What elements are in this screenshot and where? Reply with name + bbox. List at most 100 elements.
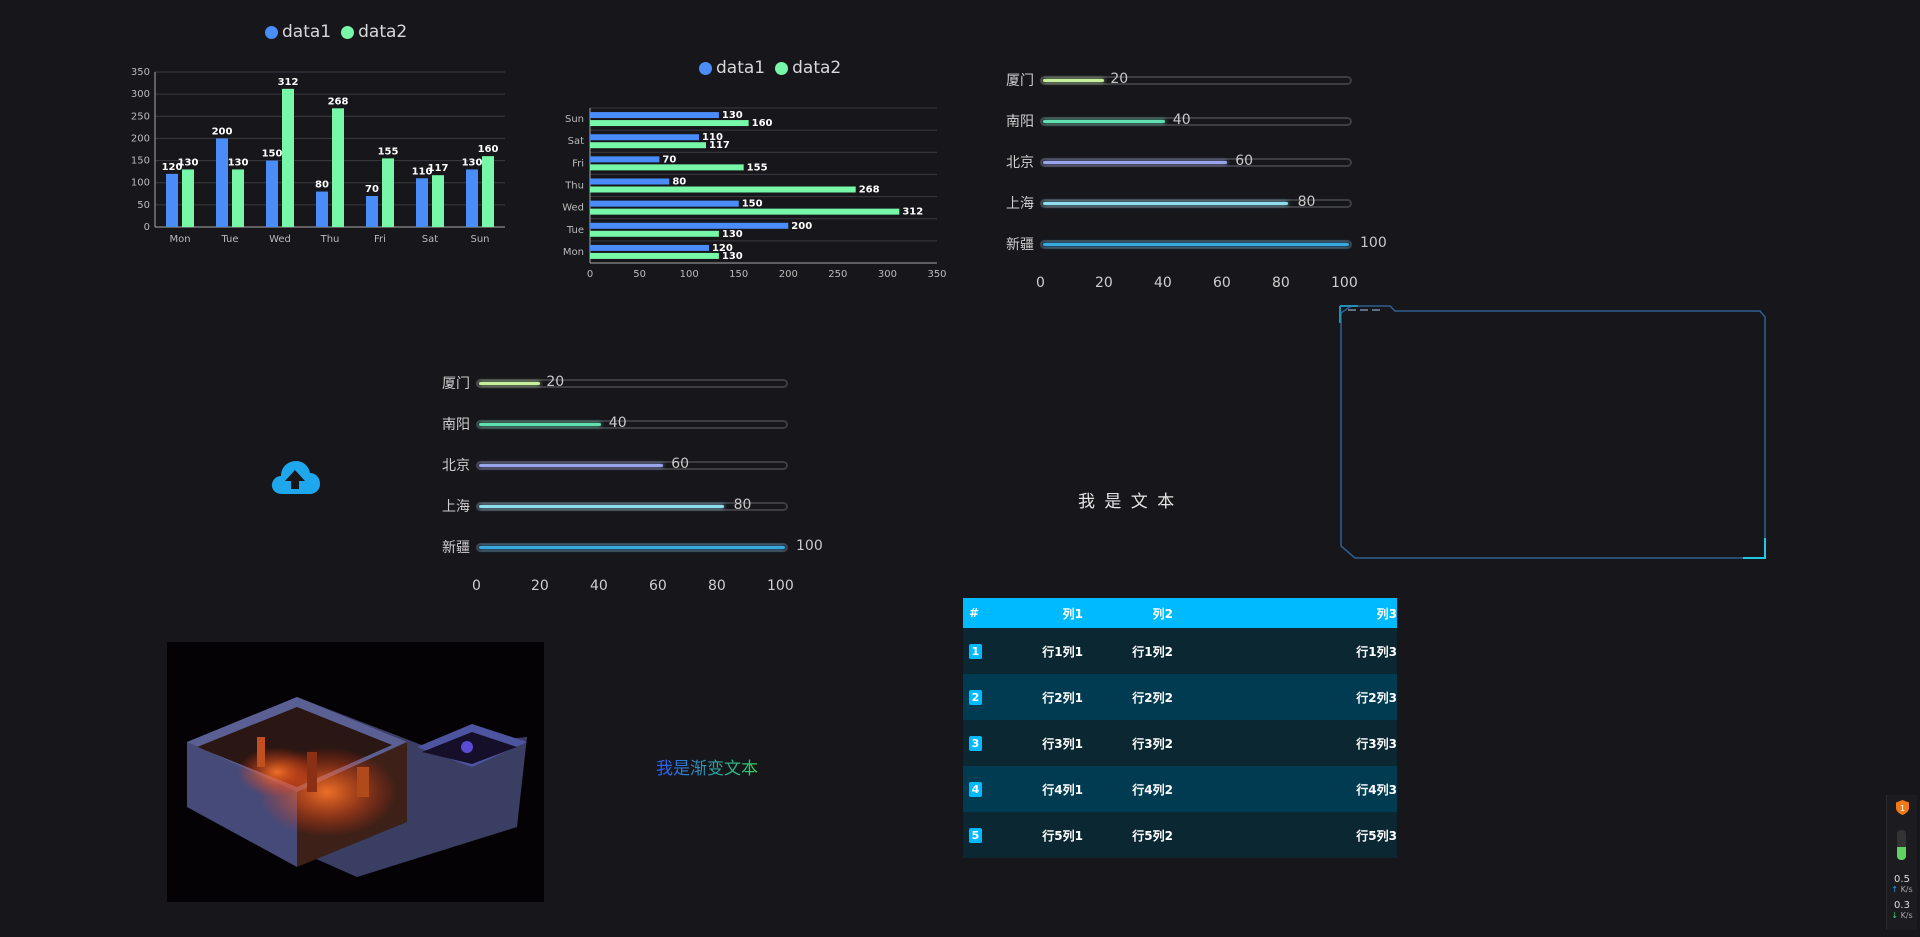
row-index-badge: 2	[969, 689, 982, 705]
bar-value-label: 160	[478, 144, 499, 155]
bar-value-label: 155	[747, 162, 768, 173]
progress-row: 北京 60	[996, 152, 1352, 172]
bar-value-label: 110	[702, 132, 723, 143]
bar-data2-Thu	[590, 186, 856, 193]
progress-fill	[1043, 160, 1227, 164]
x-tick-label: 150	[729, 269, 748, 280]
bar-value-label: 117	[428, 163, 449, 174]
table-cell: 行4列2	[1132, 782, 1173, 797]
progress-row: 新疆 100	[996, 234, 1387, 254]
table-cell: 行3列2	[1132, 736, 1173, 751]
bar-data1-Fri	[366, 196, 378, 227]
y-tick-label: 350	[131, 67, 150, 78]
x-tick-label: Mon	[169, 234, 190, 245]
upload-speed-value: 0.5	[1894, 874, 1910, 885]
bar-data1-Thu	[316, 191, 328, 227]
x-tick-label: Sun	[470, 234, 489, 245]
progress-city-label: 南阳	[1006, 114, 1034, 130]
legend-item-data2[interactable]: data2	[775, 58, 841, 78]
table-cell: 行3列1	[1042, 736, 1083, 751]
legend-item-data1[interactable]: data1	[265, 22, 331, 42]
table-row[interactable]: 1 行1列1 行1列2 行1列3	[963, 628, 1397, 674]
x-tick-label: 200	[779, 269, 798, 280]
progress-value: 100	[1360, 235, 1387, 251]
y-tick-label: 150	[131, 156, 150, 167]
progress-axis-label: 40	[590, 578, 608, 594]
legend-label: data2	[792, 58, 842, 78]
progress-fill	[1043, 242, 1349, 246]
table-cell: 行2列1	[1042, 690, 1083, 705]
city-progress-middle: 厦门 20 南阳 40 北京 60 上海 80 新疆 100 0 20 40 60 80 100	[432, 373, 852, 603]
table-row[interactable]: 5 行5列1 行5列2 行5列3	[963, 812, 1397, 858]
progress-city-label: 新疆	[442, 540, 470, 556]
bar-data2-Wed	[590, 208, 900, 215]
bar-data1-Sun	[466, 169, 478, 227]
progress-fill	[479, 504, 724, 508]
progress-city-label: 厦门	[1006, 73, 1034, 89]
bar-value-label: 130	[722, 229, 743, 240]
progress-axis-label: 80	[1272, 275, 1290, 291]
bar-data2-Sat	[590, 142, 706, 149]
header-index: #	[969, 606, 980, 620]
table-cell: 行3列3	[1356, 736, 1397, 751]
legend-item-data1[interactable]: data1	[699, 58, 765, 78]
progress-value: 100	[796, 538, 823, 554]
city-progress-top: 厦门 20 南阳 40 北京 60 上海 80 新疆 100 0 20 40 60 80 100	[996, 70, 1416, 300]
upload-speed: 0.5 ↑ K/s	[1887, 875, 1917, 895]
progress-track	[1040, 198, 1352, 208]
bar-value-label: 130	[722, 251, 743, 262]
bar-value-label: 70	[365, 184, 379, 195]
progress-axis-label: 40	[1154, 275, 1172, 291]
progress-track	[1040, 157, 1352, 167]
bar-data2-Sun	[590, 120, 749, 127]
progress-fill	[479, 422, 602, 426]
y-tick-label: Mon	[563, 247, 584, 258]
cloud-upload-icon[interactable]	[268, 456, 322, 498]
bar-value-label: 312	[278, 77, 299, 88]
x-tick-label: 250	[828, 269, 847, 280]
bar-data2-Mon	[590, 252, 719, 259]
progress-row: 厦门 20	[996, 70, 1352, 90]
progress-axis-label: 100	[1331, 275, 1358, 291]
bar-data2-Sat	[432, 175, 444, 227]
table-cell: 行5列3	[1356, 828, 1397, 843]
y-tick-label: 100	[131, 178, 150, 189]
bar-value-label: 268	[859, 185, 880, 196]
progress-city-label: 北京	[442, 458, 470, 474]
legend-label: data2	[358, 22, 408, 42]
progress-fill	[479, 381, 541, 385]
legend-dot	[775, 61, 789, 75]
legend-item-data2[interactable]: data2	[341, 22, 407, 42]
bar-value-label: 130	[178, 157, 199, 168]
progress-axis-label: 0	[1036, 275, 1045, 291]
legend-label: data1	[716, 58, 766, 78]
bar-data1-Tue	[590, 222, 789, 229]
bar-data1-Thu	[590, 178, 670, 185]
table-row[interactable]: 4 行4列1 行4列2 行4列3	[963, 766, 1397, 812]
header-col3: 列3	[1376, 606, 1397, 621]
table-cell: 行2列2	[1132, 690, 1173, 705]
row-index-badge: 3	[969, 735, 982, 751]
legend-dot	[341, 25, 355, 39]
shield-icon[interactable]: 1	[1896, 800, 1909, 815]
bar-data2-Mon	[182, 169, 194, 227]
progress-city-label: 南阳	[442, 417, 470, 433]
bar-value-label: 130	[462, 157, 483, 168]
progress-track	[476, 501, 788, 511]
x-tick-label: Tue	[220, 234, 238, 245]
progress-value: 40	[1172, 112, 1191, 128]
table-row[interactable]: 3 行3列1 行3列2 行3列3	[963, 720, 1397, 766]
bar-data2-Tue	[590, 230, 719, 237]
x-tick-label: 100	[680, 269, 699, 280]
bar-value-label: 150	[262, 149, 283, 160]
y-tick-label: Fri	[572, 158, 584, 169]
table-row[interactable]: 2 行2列1 行2列2 行2列3	[963, 674, 1397, 720]
progress-row: 上海 80	[996, 193, 1352, 213]
row-index-badge: 4	[969, 781, 982, 797]
bar-data1-Tue	[216, 138, 228, 227]
bar-value-label: 80	[315, 180, 329, 191]
progress-track	[476, 460, 788, 470]
bar-data2-Fri	[590, 164, 744, 171]
table-cell: 行1列2	[1132, 644, 1173, 659]
y-tick-label: 250	[131, 111, 150, 122]
